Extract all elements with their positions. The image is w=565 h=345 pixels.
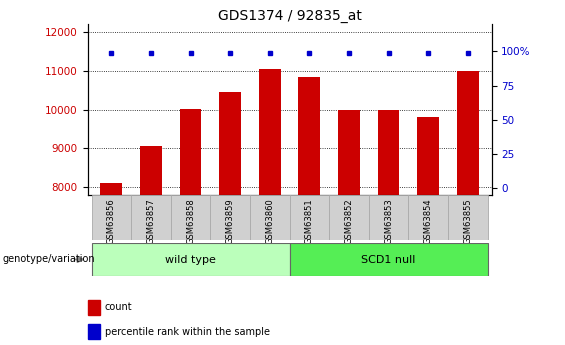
Bar: [418, 117, 439, 195]
Text: GSM63859: GSM63859: [225, 198, 234, 244]
Bar: [92, 195, 131, 240]
Bar: [92, 243, 290, 276]
Text: GSM63855: GSM63855: [463, 198, 472, 244]
Bar: [140, 146, 162, 195]
Text: GSM63851: GSM63851: [305, 198, 314, 244]
Bar: [259, 69, 281, 195]
Text: wild type: wild type: [165, 255, 216, 265]
Text: GSM63854: GSM63854: [424, 198, 433, 244]
Bar: [377, 110, 399, 195]
Bar: [298, 77, 320, 195]
Bar: [180, 109, 202, 195]
Text: SCD1 null: SCD1 null: [362, 255, 416, 265]
Text: GSM63860: GSM63860: [265, 198, 274, 244]
Bar: [131, 195, 171, 240]
Text: GSM63856: GSM63856: [107, 198, 116, 244]
Bar: [448, 195, 488, 240]
Bar: [329, 195, 369, 240]
Bar: [457, 71, 479, 195]
Bar: [250, 195, 290, 240]
Text: GSM63858: GSM63858: [186, 198, 195, 244]
Text: GSM63852: GSM63852: [345, 198, 354, 244]
Text: GSM63853: GSM63853: [384, 198, 393, 244]
Bar: [101, 183, 122, 195]
Bar: [219, 92, 241, 195]
Text: count: count: [105, 303, 132, 312]
Bar: [369, 195, 408, 240]
Bar: [338, 110, 360, 195]
Text: genotype/variation: genotype/variation: [3, 255, 95, 264]
Text: percentile rank within the sample: percentile rank within the sample: [105, 327, 270, 336]
Bar: [290, 195, 329, 240]
Text: GSM63857: GSM63857: [146, 198, 155, 244]
Bar: [290, 243, 488, 276]
Bar: [210, 195, 250, 240]
Title: GDS1374 / 92835_at: GDS1374 / 92835_at: [218, 9, 362, 23]
Bar: [408, 195, 448, 240]
Bar: [171, 195, 210, 240]
